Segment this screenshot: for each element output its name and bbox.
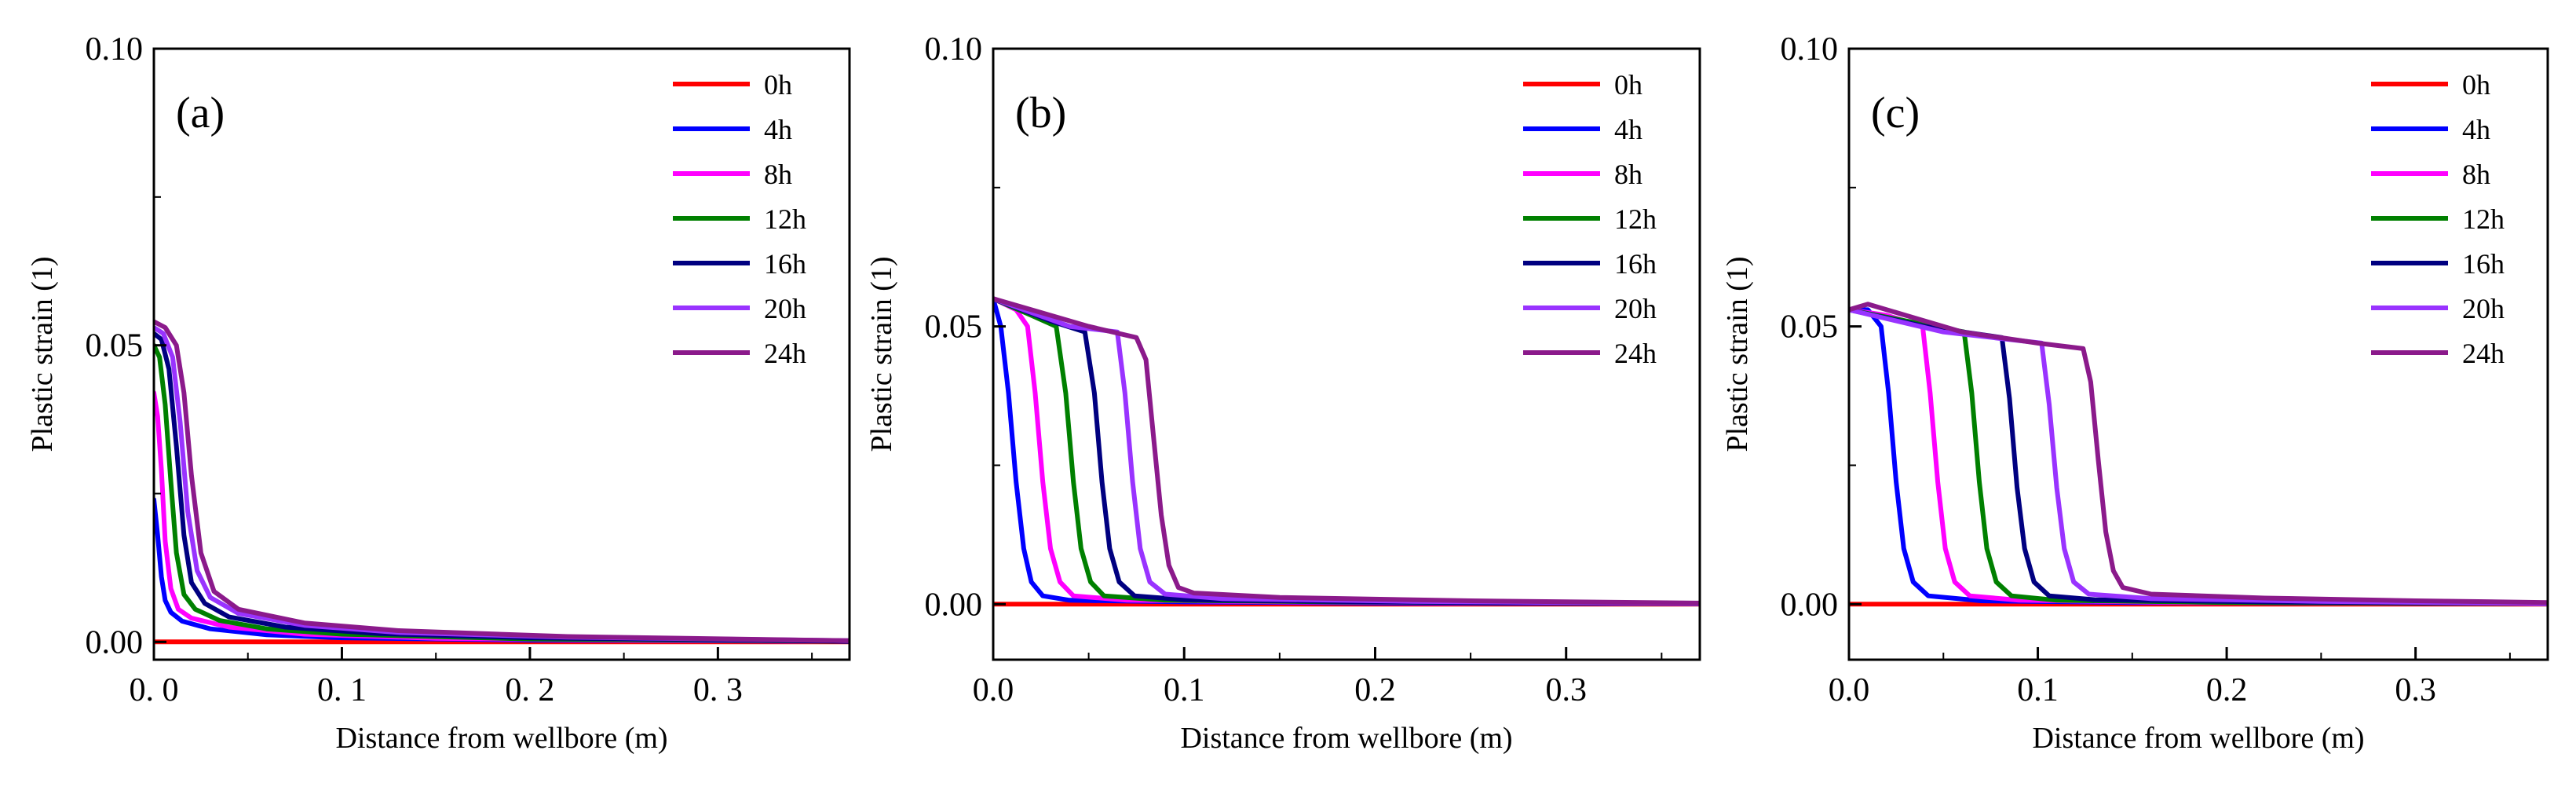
panel-label: (c) <box>1871 89 1920 137</box>
legend-label-4h: 4h <box>1614 114 1642 145</box>
series-line-20h <box>154 325 850 643</box>
chart-panel-2: 0.0 0.1 0.2 0.3 0.00 0.05 0.10 Distance from we… <box>865 31 1701 755</box>
x-tick-label: 0.3 <box>1545 672 1587 708</box>
plot-frame <box>152 47 851 661</box>
legend-label-16h: 16h <box>764 248 806 280</box>
legend-label-24h: 24h <box>764 338 806 369</box>
legend-label-24h: 24h <box>2462 338 2505 369</box>
x-tick-label: 0.0 <box>1829 672 1870 708</box>
legend-label-24h: 24h <box>1614 338 1657 369</box>
panel-label: (a) <box>176 89 225 137</box>
legend-label-20h: 20h <box>764 293 806 324</box>
series-line-12h <box>154 342 850 644</box>
y-axis-title: Plastic strain (1) <box>1721 256 1754 452</box>
x-tick-label: 0.2 <box>2206 672 2248 708</box>
x-tick-label: 0.0 <box>973 672 1014 708</box>
y-tick-label: 0.10 <box>1781 31 1839 68</box>
x-tick-label: 0.3 <box>2395 672 2436 708</box>
legend-label-4h: 4h <box>2462 114 2490 145</box>
y-axis-title: Plastic strain (1) <box>865 256 898 452</box>
series-group <box>1849 302 2548 607</box>
x-axis-title: Distance from wellbore (m) <box>335 722 667 755</box>
x-tick-label: 0. 2 <box>505 672 554 708</box>
series-group <box>154 319 850 645</box>
series-line-24h <box>993 296 1700 606</box>
x-axis-title: Distance from wellbore (m) <box>1180 722 1512 755</box>
y-tick-label: 0.05 <box>925 309 983 346</box>
chart-panel-1: 0. 0 0. 1 0. 2 0. 3 0.00 0.05 0.10 Distance fro… <box>26 31 851 755</box>
panel-label: (b) <box>1015 89 1066 137</box>
legend: 0h 4h 8h 12h 16h 20h 24h <box>2371 69 2505 369</box>
x-tick-label: 0.1 <box>1164 672 1205 708</box>
legend-label-12h: 12h <box>2462 203 2505 235</box>
series-line-24h <box>1849 302 2548 606</box>
legend-label-20h: 20h <box>2462 293 2505 324</box>
legend-label-4h: 4h <box>764 114 792 145</box>
y-tick-label: 0.00 <box>925 587 983 623</box>
legend-label-8h: 8h <box>764 159 792 190</box>
y-tick-label: 0.10 <box>925 31 983 68</box>
legend-label-12h: 12h <box>764 203 806 235</box>
series-group <box>993 296 1700 607</box>
legend-label-12h: 12h <box>1614 203 1657 235</box>
series-line-16h <box>993 296 1700 606</box>
y-axis-title: Plastic strain (1) <box>26 256 59 452</box>
x-tick-label: 0.1 <box>2017 672 2059 708</box>
series-line-24h <box>154 319 850 643</box>
legend-label-16h: 16h <box>1614 248 1657 280</box>
legend: 0h 4h 8h 12h 16h 20h 24h <box>1523 69 1657 369</box>
legend-label-8h: 8h <box>2462 159 2490 190</box>
x-tick-label: 0. 1 <box>317 672 367 708</box>
y-tick-label: 0.00 <box>86 624 144 660</box>
x-tick-label: 0. 0 <box>130 672 179 708</box>
y-tick-label: 0.00 <box>1781 587 1839 623</box>
legend-label-16h: 16h <box>2462 248 2505 280</box>
legend-label-20h: 20h <box>1614 293 1657 324</box>
x-tick-label: 0.2 <box>1354 672 1396 708</box>
legend-label-0h: 0h <box>764 69 792 101</box>
series-line-16h <box>154 331 850 644</box>
x-axis-title: Distance from wellbore (m) <box>2032 722 2364 755</box>
y-tick-label: 0.05 <box>86 328 144 364</box>
y-tick-label: 0.10 <box>86 31 144 68</box>
legend-label-0h: 0h <box>2462 69 2490 101</box>
chart-panel-3: 0.0 0.1 0.2 0.3 0.00 0.05 0.10 Distance from we… <box>1721 31 2549 755</box>
legend-label-8h: 8h <box>1614 159 1642 190</box>
legend: 0h 4h 8h 12h 16h 20h 24h <box>673 69 806 369</box>
plot-frame <box>992 47 1701 661</box>
plot-frame <box>1847 47 2549 661</box>
series-line-8h <box>154 390 850 644</box>
y-tick-label: 0.05 <box>1781 309 1839 346</box>
x-tick-label: 0. 3 <box>693 672 743 708</box>
legend-label-0h: 0h <box>1614 69 1642 101</box>
